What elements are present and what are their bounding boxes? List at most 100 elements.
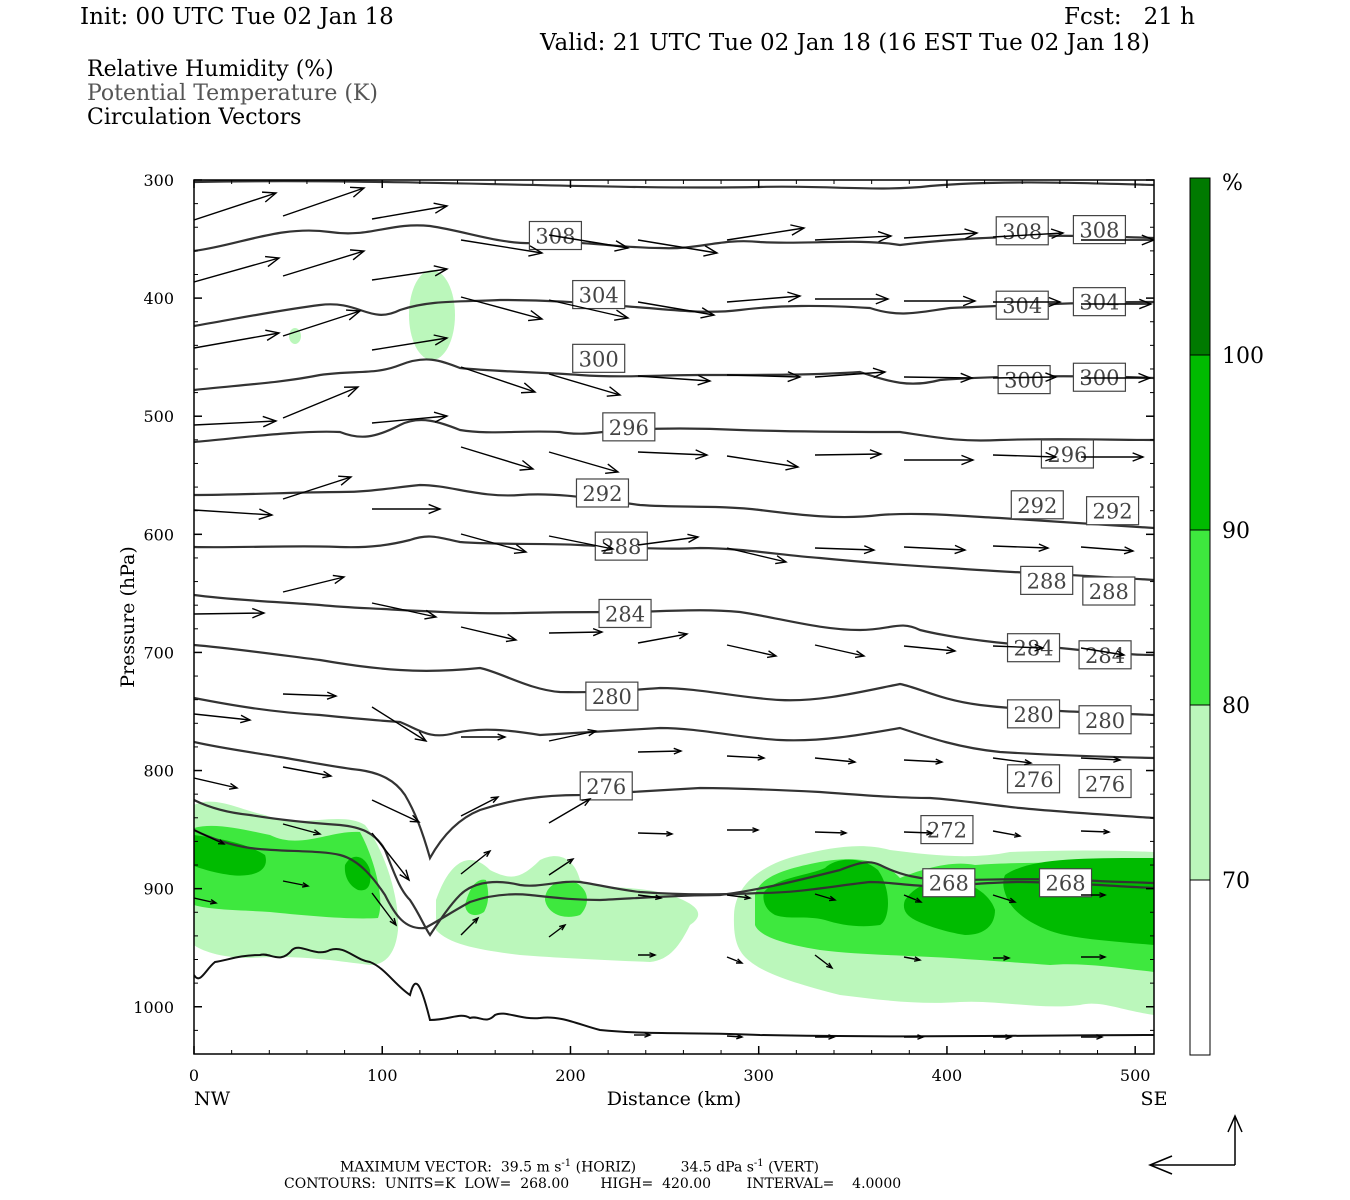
- vector-arrow-shaft: [194, 713, 251, 721]
- vector-arrow-shaft: [282, 250, 365, 277]
- vector-arrow-shaft: [460, 533, 527, 553]
- vector-arrow-shaft: [371, 415, 448, 424]
- vector-arrow-head: [828, 895, 837, 902]
- vector-arrow-head: [472, 916, 480, 924]
- vector-arrow-head: [863, 545, 876, 555]
- theta-label: 292: [1093, 500, 1133, 524]
- vector-arrow-head: [703, 245, 719, 257]
- vector-arrow-head: [433, 265, 449, 277]
- theta-contours: [194, 180, 1154, 937]
- vector-arrow-head: [601, 541, 615, 552]
- vector-arrow-shaft: [726, 644, 777, 657]
- vector-arrow-shaft: [548, 299, 629, 319]
- reference-vector-icon: [1148, 1114, 1243, 1175]
- vector-arrow-head: [349, 186, 366, 198]
- vector-arrow-shaft: [992, 545, 1049, 549]
- vector-arrow-shaft: [637, 633, 688, 644]
- init-time: Init: 00 UTC Tue 02 Jan 18: [80, 4, 394, 30]
- vector-arrow-shaft: [726, 1035, 743, 1038]
- vector-arrow-head: [414, 731, 428, 743]
- vector-arrow-shaft: [282, 766, 332, 777]
- vector-arrow-head: [1099, 892, 1107, 898]
- vector-arrow-head: [826, 962, 834, 970]
- vector-arrow-head: [251, 607, 266, 619]
- vector-arrow-head: [1013, 832, 1022, 838]
- colorbar-level-label: 70: [1222, 869, 1250, 894]
- vector-arrow-head: [1045, 451, 1058, 462]
- vector-arrow-shaft: [814, 371, 886, 378]
- vector-arrow-head: [240, 714, 252, 724]
- vector-arrow-head: [528, 245, 544, 257]
- vector-arrow-head: [409, 814, 421, 823]
- vector-arrow-shaft: [371, 602, 437, 618]
- vector-arrow-head: [736, 1033, 744, 1040]
- colorbar-band-80: [1189, 529, 1211, 706]
- theta-label-box: [1078, 705, 1132, 735]
- vector-arrow-shaft: [1080, 830, 1110, 833]
- vector-arrow-head: [505, 633, 518, 643]
- vector-arrow-head: [697, 374, 712, 386]
- vector-arrow-head: [428, 503, 442, 515]
- colorbar-level-label: 100: [1222, 344, 1264, 369]
- vector-arrow-head: [262, 415, 278, 428]
- vector-arrow-shaft: [1080, 546, 1134, 552]
- vector-arrow-head: [935, 758, 944, 765]
- vector-arrow-shaft: [903, 831, 933, 834]
- vector-arrow-shaft: [903, 759, 943, 763]
- vector-arrow-head: [433, 202, 449, 214]
- vector-arrow-shaft: [637, 750, 682, 753]
- theta-label: 268: [929, 872, 969, 896]
- theta-label-box: [579, 771, 633, 801]
- vector-arrow-head: [644, 1032, 652, 1038]
- vector-arrow-head: [828, 1034, 836, 1040]
- vector-arrow-head: [424, 609, 438, 620]
- vector-arrow-head: [261, 191, 278, 203]
- theta-label: 276: [1013, 768, 1053, 792]
- vector-arrow-head: [345, 309, 362, 321]
- vector-arrow-shaft: [903, 376, 973, 379]
- vector-arrow-head: [490, 796, 500, 804]
- vector-arrow-head: [1038, 543, 1050, 552]
- colorbar: % 70 80 90 100: [1189, 171, 1264, 1056]
- vector-arrow-shaft: [637, 832, 673, 835]
- vector-arrow-head: [700, 307, 716, 319]
- vector-arrow-shaft: [814, 453, 882, 456]
- vector-arrow-head: [735, 958, 744, 964]
- vector-arrow-head: [1103, 828, 1111, 835]
- vector-arrow-shaft: [637, 375, 711, 382]
- vector-arrow-shaft: [637, 894, 662, 899]
- vector-arrow-head: [1096, 1034, 1104, 1040]
- vector-arrow-shaft: [637, 536, 699, 546]
- theta-label-box: [1038, 868, 1093, 898]
- theta-label: 280: [1013, 703, 1053, 727]
- vector-arrow-head: [1099, 954, 1107, 960]
- x-tick-label: 100: [367, 1066, 398, 1085]
- vector-arrow-head: [592, 627, 604, 637]
- theta-label: 308: [1002, 220, 1042, 244]
- vector-arrow-shaft: [371, 205, 448, 220]
- vector-arrow-shaft: [460, 366, 536, 393]
- vector-arrow-head: [483, 849, 492, 858]
- vector-arrow-shaft: [194, 332, 280, 349]
- vector-arrow-shaft: [903, 645, 956, 652]
- y-tick-label: 500: [143, 407, 174, 426]
- vector-arrow-shaft: [194, 612, 265, 615]
- vector-arrow-head: [917, 1034, 925, 1040]
- legend-rh: Relative Humidity (%): [87, 57, 334, 82]
- y-tick-label: 700: [143, 643, 174, 662]
- vector-arrow-head: [332, 574, 346, 585]
- vector-arrow-shaft: [992, 757, 1032, 764]
- vector-arrow-shaft: [726, 455, 799, 468]
- theta-label-box: [920, 814, 974, 845]
- vector-arrow-head: [217, 839, 226, 845]
- vector-arrow-head: [1141, 234, 1154, 246]
- theta-label-box: [598, 598, 652, 629]
- vector-arrow-head: [605, 463, 620, 474]
- vector-arrow-head: [655, 894, 663, 901]
- colorbar-band-low: [1189, 879, 1211, 1056]
- vector-arrow-shaft: [460, 446, 534, 470]
- theta-label-box: [1006, 633, 1061, 663]
- vector-arrow-head: [587, 728, 598, 737]
- x-end-label-se: SE: [1141, 1088, 1168, 1110]
- vector-arrow-head: [497, 733, 507, 741]
